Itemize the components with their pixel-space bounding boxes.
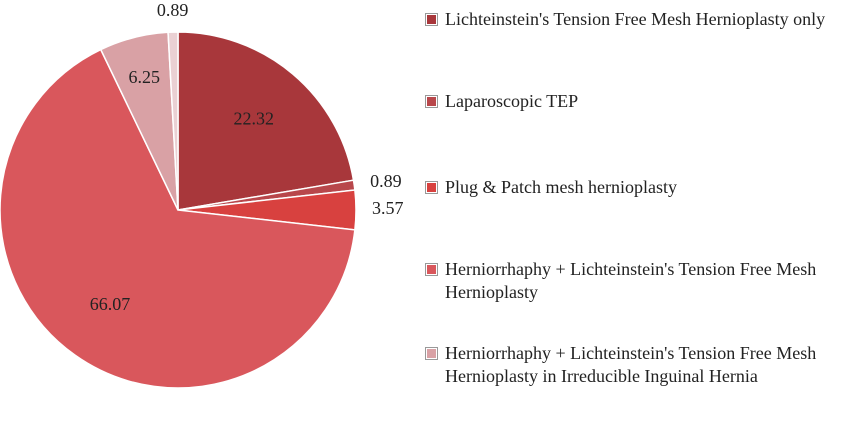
pie-slice	[0, 48, 356, 389]
legend-label: Herniorrhaphy + Lichteinstein's Tension …	[445, 259, 817, 302]
data-label: 0.89	[157, 0, 189, 20]
legend-item: Laparoscopic TEP	[420, 90, 844, 113]
legend-swatch	[425, 347, 438, 360]
legend-item: Plug & Patch mesh hernioplasty	[420, 176, 844, 199]
legend-swatch	[425, 181, 438, 194]
data-label: 66.07	[90, 294, 131, 314]
data-label: 3.57	[372, 198, 404, 218]
pie-slice	[177, 31, 355, 211]
pie-chart: 22.32 0.89 3.57 66.07 6.25 0.89	[0, 0, 404, 389]
data-label: 22.32	[234, 108, 275, 128]
legend-label: Lichteinstein's Tension Free Mesh Hernio…	[445, 9, 826, 29]
legend-swatch	[425, 95, 438, 108]
legend-item: Herniorrhaphy + Lichteinstein's Tension …	[420, 342, 844, 388]
legend-swatch	[425, 13, 438, 26]
data-label: 0.89	[370, 171, 402, 191]
pie-slice	[167, 31, 179, 211]
legend-swatch	[425, 263, 438, 276]
legend-label: Herniorrhaphy + Lichteinstein's Tension …	[445, 343, 817, 386]
legend-label: Laparoscopic TEP	[445, 91, 579, 111]
legend-item: Lichteinstein's Tension Free Mesh Hernio…	[420, 8, 844, 31]
data-label: 6.25	[128, 67, 160, 87]
legend-label: Plug & Patch mesh hernioplasty	[445, 177, 677, 197]
legend-item: Herniorrhaphy + Lichteinstein's Tension …	[420, 258, 844, 304]
